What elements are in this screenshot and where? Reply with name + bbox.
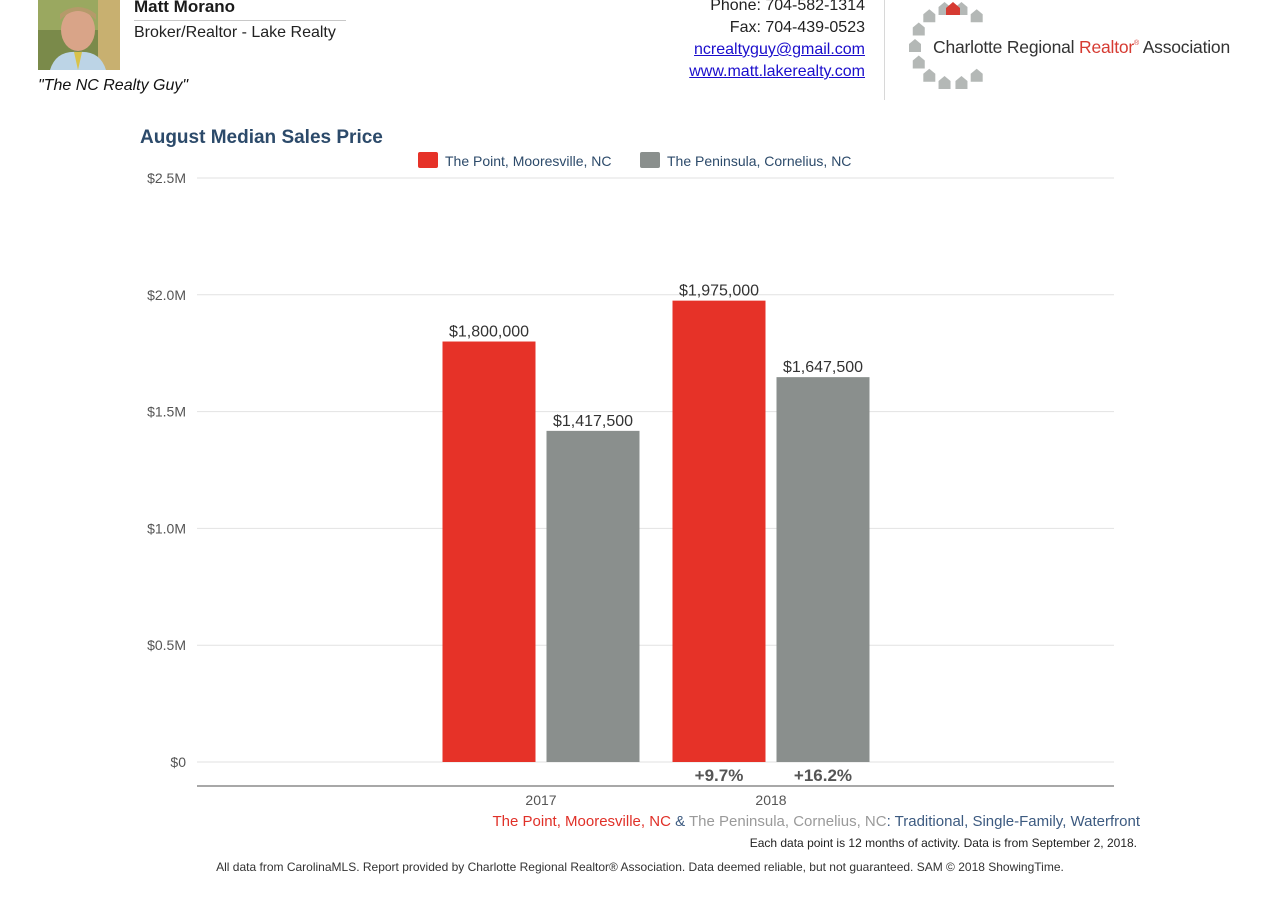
- logo-house-accent: [946, 2, 960, 15]
- agent-tagline: "The NC Realty Guy": [38, 77, 189, 94]
- y-tick-label: $1.5M: [147, 404, 186, 420]
- bar-value-label: $1,417,500: [553, 413, 633, 430]
- header-divider: [884, 0, 885, 100]
- association-logo-icon: [905, 0, 1001, 92]
- logo-text-part3: Association: [1139, 37, 1231, 57]
- subtitle-point: The Point, Mooresville, NC: [492, 813, 671, 830]
- logo-house-shape: [938, 76, 951, 90]
- bar: [672, 300, 766, 762]
- name-divider: [134, 20, 346, 21]
- legend-label: The Point, Mooresville, NC: [445, 153, 612, 169]
- legend-label: The Peninsula, Cornelius, NC: [667, 153, 851, 169]
- bar: [546, 430, 640, 762]
- logo-house-shape: [923, 9, 936, 23]
- y-tick-label: $1.0M: [147, 520, 186, 536]
- fax-number: Fax: 704-439-0523: [729, 19, 865, 36]
- website-link[interactable]: www.matt.lakerealty.com: [689, 63, 865, 80]
- logo-text-realtor: Realtor: [1079, 37, 1135, 57]
- bar-chart: $0 $0.5M $1.0M $1.5M $2.0M $2.5M 2017 $1,800,00…: [147, 152, 1114, 808]
- bar-value-label: $1,800,000: [449, 324, 529, 341]
- subtitle-peninsula: The Peninsula, Cornelius, NC: [688, 813, 887, 830]
- association-logo-text: Charlotte Regional Realtor® Association: [933, 37, 1230, 58]
- logo-house-shape: [970, 68, 983, 82]
- logo-house-shape: [923, 68, 936, 82]
- logo-house-shape: [912, 55, 925, 69]
- logo-house-shape: [909, 39, 921, 52]
- data-note: Each data point is 12 months of activity…: [749, 836, 1137, 850]
- bar: [776, 377, 870, 762]
- agent-photo: [38, 0, 120, 70]
- y-tick-label: $2.5M: [147, 170, 186, 186]
- bar-value-label: $1,975,000: [679, 283, 759, 300]
- y-tick-label: $0: [170, 754, 186, 770]
- legend-swatch: [418, 152, 438, 168]
- bar-change-label: +16.2%: [794, 766, 852, 785]
- chart-title: August Median Sales Price: [140, 127, 383, 148]
- logo-house-shape: [970, 9, 983, 23]
- disclaimer: All data from CarolinaMLS. Report provid…: [216, 860, 1064, 874]
- logo-house-shape: [912, 22, 925, 36]
- logo-text-part1: Charlotte Regional: [933, 37, 1080, 57]
- legend-swatch: [640, 152, 660, 168]
- x-tick-label: 2018: [755, 792, 786, 808]
- y-tick-label: $2.0M: [147, 287, 186, 303]
- subtitle-property-type: : Traditional, Single-Family, Waterfront: [886, 813, 1140, 830]
- logo-text-reg: ®: [1134, 40, 1139, 47]
- bar: [442, 341, 536, 762]
- email-link[interactable]: ncrealtyguy@gmail.com: [694, 41, 865, 58]
- agent-name: Matt Morano: [134, 0, 236, 16]
- chart-subtitle: The Point, Mooresville, NC & The Peninsu…: [493, 813, 1141, 830]
- x-tick-label: 2017: [525, 792, 556, 808]
- logo-house-shape: [955, 76, 968, 90]
- agent-title: Broker/Realtor - Lake Realty: [134, 24, 336, 41]
- y-tick-label: $0.5M: [147, 637, 186, 653]
- bar-value-label: $1,647,500: [783, 359, 863, 376]
- phone-number: Phone: 704-582-1314: [710, 0, 865, 14]
- subtitle-amp: &: [670, 813, 689, 830]
- bar-change-label: +9.7%: [695, 766, 744, 785]
